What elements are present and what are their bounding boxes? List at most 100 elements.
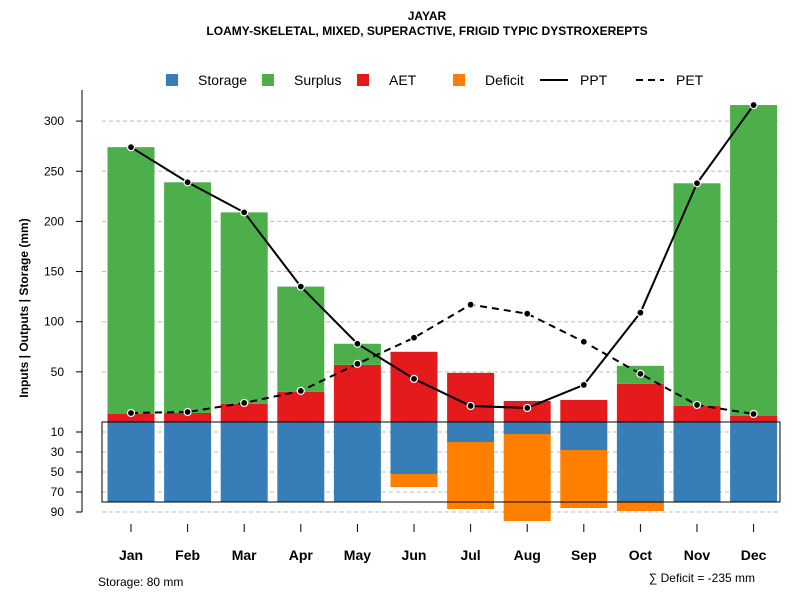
x-tick-label-jun: Jun xyxy=(402,547,427,563)
legend-label-surplus: Surplus xyxy=(294,72,341,88)
x-axis: Jan Feb Mar Apr May Jun Jul Aug Sep Oct Nov Dec xyxy=(119,524,767,563)
ppt-point-mar xyxy=(240,208,249,217)
x-tick-label-feb: Feb xyxy=(175,547,200,563)
surplus-bar-mar xyxy=(220,212,268,404)
ppt-point-nov xyxy=(692,179,702,188)
x-tick-label-apr: Apr xyxy=(289,547,314,563)
x-tick-label-may: May xyxy=(344,547,371,563)
legend-label-storage: Storage xyxy=(198,72,247,88)
ppt-point-feb xyxy=(183,178,192,187)
pet-point-aug xyxy=(523,309,532,318)
deficit-bar-aug xyxy=(503,434,551,521)
x-tick-label-nov: Nov xyxy=(684,547,711,563)
ppt-line xyxy=(130,104,755,409)
x-tick-label-dec: Dec xyxy=(741,547,767,563)
storage-bar-jan xyxy=(107,422,155,502)
storage-bar-may xyxy=(333,422,381,502)
storage-bar-dec xyxy=(730,422,778,502)
surplus-bar-apr xyxy=(277,286,325,392)
y-tick-label-upper-100: 100 xyxy=(44,315,64,329)
pet-point-jul xyxy=(466,300,475,309)
footer-storage: Storage: 80 mm xyxy=(98,575,183,589)
y-tick-label-upper-300: 300 xyxy=(44,114,64,128)
x-tick-label-jul: Jul xyxy=(460,547,480,563)
x-tick-label-mar: Mar xyxy=(232,547,257,563)
series-lines xyxy=(126,100,758,419)
storage-bar-jun xyxy=(390,422,438,474)
legend-label-aet: AET xyxy=(389,72,417,88)
bars-group xyxy=(107,105,778,521)
surplus-bar-dec xyxy=(730,105,778,416)
pet-point-dec xyxy=(749,409,758,419)
ppt-point-jul xyxy=(466,401,475,411)
legend-swatch-aet xyxy=(357,74,369,86)
surplus-bar-may xyxy=(333,343,381,365)
aet-bar-jan xyxy=(107,413,155,422)
deficit-bar-sep xyxy=(560,450,608,508)
ppt-point-jan xyxy=(126,143,136,152)
storage-capacity-frame xyxy=(101,421,781,503)
x-tick-label-oct: Oct xyxy=(629,547,653,563)
pet-point-jan xyxy=(126,408,136,418)
ppt-point-dec xyxy=(749,100,758,110)
pet-point-apr xyxy=(296,386,305,396)
ppt-point-may xyxy=(353,339,362,348)
pet-point-may xyxy=(353,359,362,368)
aet-bar-nov xyxy=(673,405,721,422)
legend-swatch-storage xyxy=(166,74,178,86)
y-axis-label: Inputs | Outputs | Storage (mm) xyxy=(17,218,31,397)
legend-label-deficit: Deficit xyxy=(485,72,524,88)
y-tick-label-upper-50: 50 xyxy=(51,365,65,379)
aet-bar-apr xyxy=(277,391,325,422)
storage-bar-oct xyxy=(616,422,664,502)
ppt-point-apr xyxy=(296,282,305,291)
storage-bar-mar xyxy=(220,422,268,502)
ppt-point-oct xyxy=(636,308,645,317)
legend-label-pet: PET xyxy=(676,72,704,88)
y-tick-label-upper-200: 200 xyxy=(44,214,64,228)
surplus-bar-nov xyxy=(673,183,721,406)
ppt-point-sep xyxy=(579,380,588,389)
deficit-bar-jul xyxy=(447,442,495,509)
surplus-bar-feb xyxy=(164,182,212,413)
pet-point-oct xyxy=(636,369,645,378)
y-tick-label-lower-10: 10 xyxy=(51,425,65,439)
aet-bar-may xyxy=(333,364,381,422)
y-tick-label-upper-250: 250 xyxy=(44,164,64,178)
storage-bar-aug xyxy=(503,422,551,434)
storage-bar-sep xyxy=(560,422,608,450)
y-tick-label-lower-50: 50 xyxy=(51,465,65,479)
pet-point-feb xyxy=(183,407,192,417)
y-tick-label-lower-30: 30 xyxy=(51,445,65,459)
y-axis: 50 100 150 200 250 300 10 30 50 70 90 xyxy=(44,90,83,519)
pet-point-jun xyxy=(409,333,419,342)
pet-point-sep xyxy=(579,337,588,346)
y-tick-label-upper-150: 150 xyxy=(44,265,64,279)
deficit-bar-jun xyxy=(390,474,438,487)
pet-line xyxy=(130,303,754,415)
footer-deficit: ∑ Deficit = -235 mm xyxy=(649,571,755,585)
surplus-bar-jan xyxy=(107,147,155,414)
x-tick-label-aug: Aug xyxy=(514,547,541,563)
aet-bar-sep xyxy=(560,399,608,422)
pet-point-mar xyxy=(240,398,249,408)
ppt-point-jun xyxy=(409,374,419,383)
y-tick-label-lower-90: 90 xyxy=(51,505,65,519)
legend-swatch-surplus xyxy=(262,74,274,86)
chart-title: JAYAR xyxy=(408,9,447,23)
storage-bar-jul xyxy=(447,422,495,442)
storage-box xyxy=(101,421,781,503)
x-tick-label-jan: Jan xyxy=(119,547,143,563)
pet-point-nov xyxy=(692,400,702,410)
chart-subtitle: LOAMY-SKELETAL, MIXED, SUPERACTIVE, FRIG… xyxy=(206,24,647,38)
aet-bar-feb xyxy=(164,412,212,422)
storage-bar-nov xyxy=(673,422,721,502)
aet-bar-dec xyxy=(730,415,778,422)
x-tick-label-sep: Sep xyxy=(571,547,597,563)
legend-swatch-deficit xyxy=(453,74,465,86)
chart-legend: Storage Surplus AET Deficit PPT PET xyxy=(166,72,704,88)
storage-bar-apr xyxy=(277,422,325,502)
legend-label-ppt: PPT xyxy=(580,72,608,88)
aet-bar-oct xyxy=(616,383,664,422)
